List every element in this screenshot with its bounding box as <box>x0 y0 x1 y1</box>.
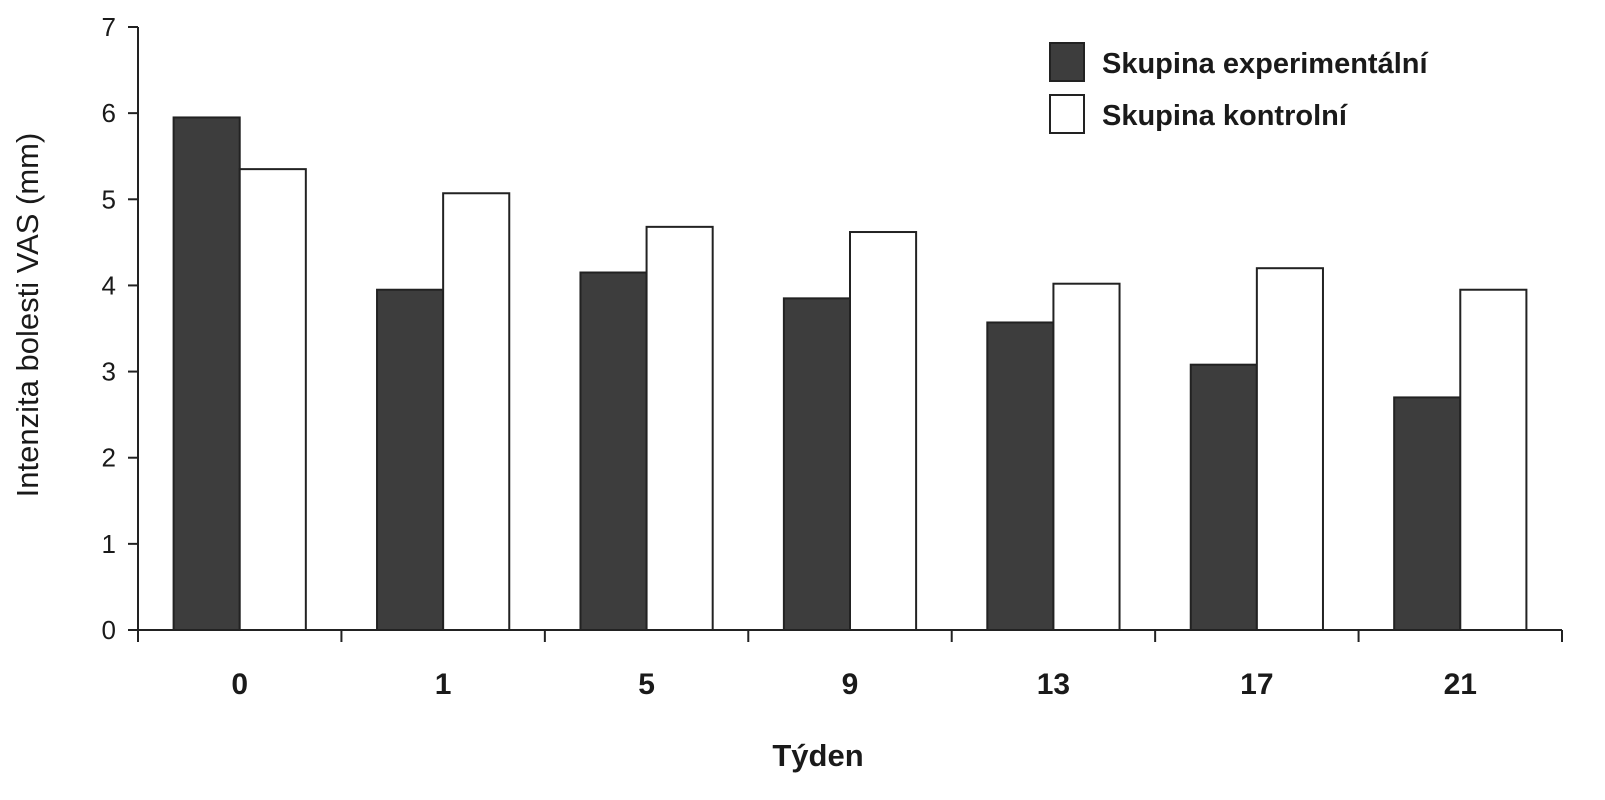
legend-swatch-2 <box>1049 94 1085 134</box>
x-tick-label: 17 <box>1240 668 1273 701</box>
x-tick-label: 9 <box>842 668 859 701</box>
y-tick-label: 7 <box>102 12 116 42</box>
x-axis: 0 1 5 9 13 17 21 <box>137 629 1563 701</box>
bars <box>172 116 1528 632</box>
y-tick-label: 0 <box>102 615 116 645</box>
bar-series-2-13 <box>1052 282 1121 631</box>
y-axis-title: Intenzita bolesti VAS (mm) <box>10 133 45 498</box>
y-tick-label: 1 <box>102 529 116 559</box>
x-tick-label: 5 <box>638 668 655 701</box>
bar-series-1-9 <box>782 297 852 631</box>
bar-series-1-0 <box>172 116 241 631</box>
x-tick-label: 13 <box>1037 668 1070 701</box>
bar-series-1-21 <box>1393 396 1462 631</box>
y-tick-label: 3 <box>102 357 116 387</box>
bar-series-1-17 <box>1189 363 1258 631</box>
bar-series-1-5 <box>579 271 648 631</box>
legend-swatch-1 <box>1049 42 1085 82</box>
y-tick-label: 4 <box>102 270 116 300</box>
x-tick-label: 21 <box>1444 668 1477 701</box>
bar-series-2-9 <box>849 231 918 632</box>
y-tick-label: 2 <box>102 443 116 473</box>
x-tick-label: 0 <box>231 668 248 701</box>
y-axis: 0 1 2 3 4 5 6 7 <box>102 12 139 645</box>
bar-series-2-17 <box>1255 267 1324 631</box>
bar-series-2-0 <box>238 168 307 631</box>
bar-series-1-13 <box>986 321 1055 631</box>
bar-series-2-1 <box>442 192 511 631</box>
legend-label-1: Skupina experimentální <box>1102 48 1428 80</box>
legend-label-2: Skupina kontrolní <box>1102 100 1348 132</box>
x-axis-title: Týden <box>772 738 863 773</box>
y-tick-label: 6 <box>102 98 116 128</box>
bar-series-2-5 <box>645 225 714 631</box>
bar-series-2-21 <box>1459 288 1528 631</box>
bar-series-1-1 <box>376 288 445 631</box>
y-tick-label: 5 <box>102 184 116 214</box>
legend: Skupina experimentální Skupina kontrolní <box>1049 42 1428 134</box>
x-tick-label: 1 <box>435 668 452 701</box>
